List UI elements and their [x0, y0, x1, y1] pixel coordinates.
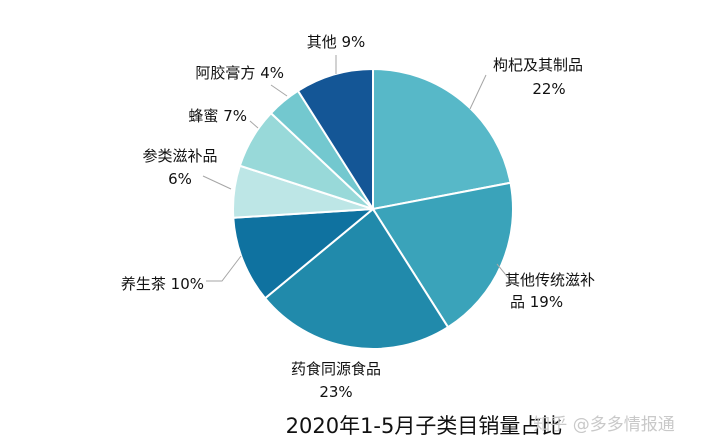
pie-slice — [263, 207, 450, 350]
leader-line — [206, 255, 242, 282]
chart-title: 2020年1-5月子类目销量占比 — [286, 414, 563, 438]
slice-label: 其他 9% — [307, 33, 366, 51]
pie-slice — [372, 67, 512, 211]
leader-line — [202, 175, 232, 190]
slice-name-label: 枸杞及其制品 — [493, 56, 583, 74]
slice-value-label: 品 19% — [510, 293, 563, 311]
slice-value-label: 22% — [532, 80, 565, 98]
slice-value-label: 6% — [168, 170, 192, 188]
watermark: 知乎 @多多情报通 — [533, 415, 674, 435]
slice-label: 蜂蜜 7% — [188, 107, 247, 125]
slice-name-label: 其他传统滋补 — [505, 271, 595, 289]
slice-label: 阿胶膏方 4% — [195, 64, 284, 82]
slice-name-label: 药食同源食品 — [291, 360, 381, 378]
leader-line — [469, 74, 487, 110]
pie-slice — [371, 181, 514, 329]
leader-line — [249, 120, 259, 129]
leader-line — [496, 263, 515, 286]
pie-slices — [232, 67, 514, 350]
leader-lines — [202, 55, 515, 286]
slice-label: 养生茶 10% — [121, 275, 204, 293]
slice-value-label: 23% — [319, 383, 352, 401]
leader-line — [270, 84, 288, 97]
pie-slice — [232, 207, 377, 300]
slice-name-label: 参类滋补品 — [142, 147, 217, 165]
pie-slice — [296, 67, 374, 213]
